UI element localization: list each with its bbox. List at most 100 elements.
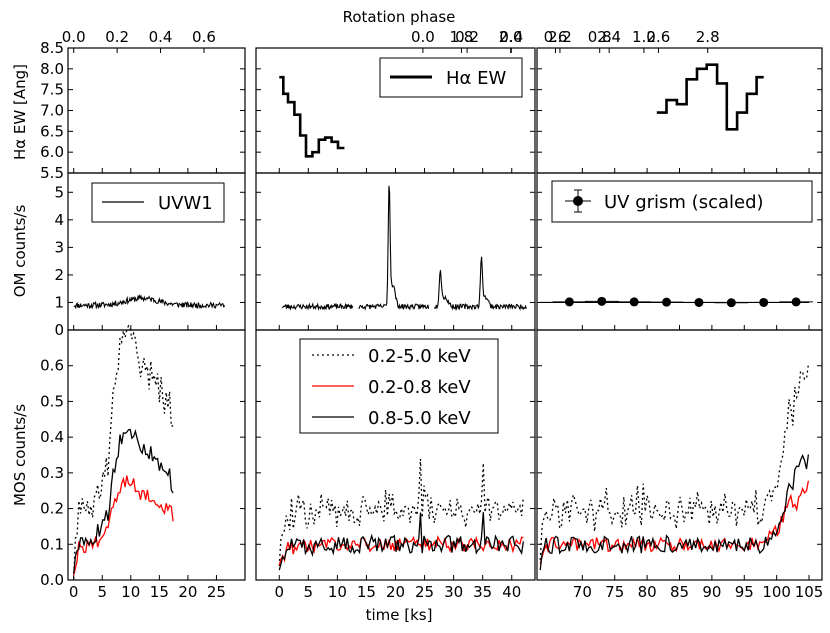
grism-legend-marker (565, 189, 591, 213)
mos-hard-series (73, 428, 174, 574)
phase-tick-label: 0.2 (455, 28, 479, 46)
x-tick-label: 15 (357, 583, 376, 601)
panel-r1-c3: 1.8 2.0 2.2 2.4 2.6 2.8 (449, 28, 823, 174)
x-tick-label: 5 (304, 583, 314, 601)
y-tick-label: 5.5 (40, 164, 64, 182)
y-tick-label: 0.0 (40, 571, 64, 589)
phase-tick-label: 0.4 (499, 28, 523, 46)
phase-tick-label: 0.0 (411, 28, 435, 46)
y-tick-label: 7.5 (40, 81, 64, 99)
y-tick-label: 5 (54, 183, 64, 201)
halpha-ew-series (656, 63, 764, 131)
top-axis-label: Rotation phase (343, 8, 456, 26)
y-tick-label: 6.0 (40, 143, 64, 161)
grism-marker (694, 297, 704, 307)
mos-legend-label-hard: 0.8-5.0 keV (368, 408, 471, 429)
y-tick-label: 0.3 (40, 464, 64, 482)
phase-tick-label: 2.0 (499, 28, 523, 46)
x-tick-label: 80 (638, 583, 657, 601)
x-tick-label: 20 (386, 583, 405, 601)
x-tick-label: 20 (178, 583, 197, 601)
panel-frame (67, 329, 246, 581)
phase-tick-label: 2.4 (597, 28, 621, 46)
x-tick-label: 90 (702, 583, 721, 601)
panel-r3-c2: 0 5 10 15 20 25 30 35 40 (255, 329, 536, 601)
grism-marker (726, 298, 736, 308)
x-tick-label: 10 (328, 583, 347, 601)
grism-legend-box (551, 180, 813, 223)
om-uvw1-series (281, 302, 354, 311)
y-tick-label: 0.4 (40, 428, 64, 446)
x-tick-label: 10 (121, 583, 140, 601)
x-tick-label: 15 (150, 583, 169, 601)
panel-frame (67, 47, 246, 174)
x-tick-label: 75 (605, 583, 624, 601)
y-tick-label: 4 (54, 211, 64, 229)
panel-r3-c3: 70 75 80 85 90 95 100 105 (536, 329, 824, 601)
mos-hard-series (539, 453, 810, 571)
grism-marker (759, 297, 769, 307)
y-tick-label: 8.5 (40, 39, 64, 57)
y-tick-label: 0.1 (40, 535, 64, 553)
y-tick-label: 8.0 (40, 60, 64, 78)
y-tick-label: 0.2 (40, 500, 64, 518)
grism-point (584, 296, 619, 306)
grism-point (649, 297, 684, 307)
x-tick-label: 25 (207, 583, 226, 601)
mos-hard-series (278, 512, 525, 571)
x-tick-label: 100 (762, 583, 791, 601)
y-tick-label: 0 (54, 321, 64, 339)
grism-point (682, 297, 716, 307)
x-tick-label: 85 (670, 583, 689, 601)
om-uvw1-series (433, 256, 527, 311)
phase-tick-label: 1.8 (449, 28, 473, 46)
y-tick-label: 7.0 (40, 102, 64, 120)
y-tick-label: 3 (54, 238, 64, 256)
x-tick-label: 5 (97, 583, 107, 601)
uvw1-legend-label: UVW1 (158, 193, 213, 214)
om-uvw1-series (358, 185, 430, 311)
x-tick-label: 35 (473, 583, 492, 601)
grism-marker (629, 297, 639, 307)
y-tick-label: 0.6 (40, 357, 64, 375)
halpha-ylabel: Hα EW [Ang] (11, 64, 29, 160)
phase-tick-label: 0.0 (62, 28, 86, 46)
x-tick-label: 70 (573, 583, 592, 601)
panel-r1-c2: 0.0 0.2 0.4 0.6 0.8 1.0 (255, 28, 656, 174)
mos-total-series (73, 324, 174, 579)
grism-marker (791, 297, 801, 307)
mos-legend-label-soft: 0.2-0.8 keV (368, 377, 471, 398)
mos-ylabel: MOS counts/s (11, 404, 29, 506)
panel-r3-c1: 0.0 0.1 0.2 0.3 0.4 0.5 0.6 0 5 10 15 20 25 (40, 329, 246, 601)
phase-tick-label: 0.6 (544, 28, 568, 46)
halpha-legend-label: Hα EW (446, 68, 506, 89)
x-tick-label: 30 (444, 583, 463, 601)
phase-tick-label: 0.8 (588, 28, 612, 46)
grism-marker (662, 297, 672, 307)
mos-soft-series (73, 475, 174, 576)
x-tick-label: 40 (502, 583, 521, 601)
phase-tick-label: 2.2 (548, 28, 572, 46)
om-ylabel: OM counts/s (11, 205, 29, 298)
grism-point (552, 297, 587, 307)
halpha-ew-series (279, 75, 345, 158)
grism-marker (564, 297, 574, 307)
y-tick-label: 2 (54, 266, 64, 284)
y-tick-label: 6.5 (40, 122, 64, 140)
x-tick-label: 0 (274, 583, 284, 601)
panel-frame (536, 329, 823, 581)
grism-legend-label: UV grism (scaled) (604, 192, 764, 213)
phase-tick-label: 2.8 (696, 28, 720, 46)
grism-marker (597, 296, 607, 306)
phase-tick-label: 0.6 (192, 28, 216, 46)
phase-tick-label: 2.6 (647, 28, 671, 46)
mos-total-series (278, 458, 525, 566)
phase-tick-label: 0.4 (149, 28, 173, 46)
panel-r1-c1: 5.5 6.0 6.5 7.0 7.5 8.0 8.50.0 0.2 0.4 0.6 (40, 28, 246, 182)
x-tick-label: 105 (795, 583, 824, 601)
phase-tick-label: 0.2 (105, 28, 129, 46)
x-tick-label: 0 (69, 583, 79, 601)
grism-point (779, 297, 813, 307)
panel-frame (536, 47, 823, 174)
